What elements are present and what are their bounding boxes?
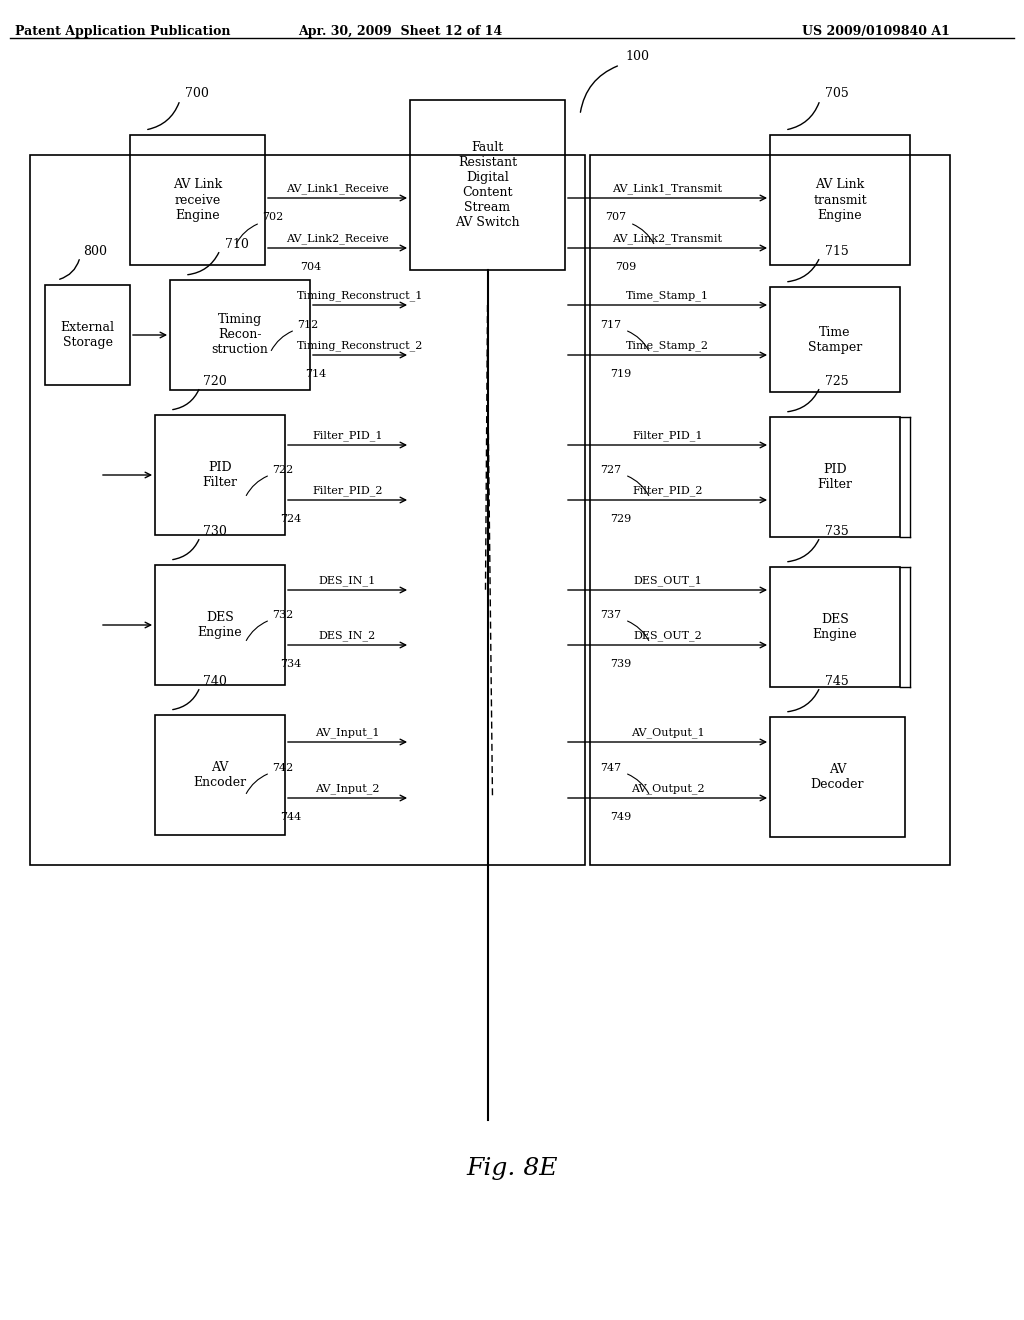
Text: Time_Stamp_1: Time_Stamp_1 <box>626 290 709 301</box>
Text: 702: 702 <box>262 213 284 222</box>
Text: 714: 714 <box>305 370 327 379</box>
Text: 722: 722 <box>272 465 293 475</box>
Text: 749: 749 <box>610 812 631 822</box>
Text: 735: 735 <box>825 525 849 539</box>
Text: AV_Output_1: AV_Output_1 <box>631 727 705 738</box>
Text: DES_IN_1: DES_IN_1 <box>318 576 376 586</box>
Text: Time_Stamp_2: Time_Stamp_2 <box>626 341 709 351</box>
FancyBboxPatch shape <box>770 286 900 392</box>
Text: 710: 710 <box>225 238 249 251</box>
FancyBboxPatch shape <box>770 417 900 537</box>
FancyBboxPatch shape <box>155 414 285 535</box>
Text: DES
Engine: DES Engine <box>813 612 857 642</box>
Text: 712: 712 <box>297 319 318 330</box>
Text: AV_Link2_Receive: AV_Link2_Receive <box>286 234 389 244</box>
Text: 717: 717 <box>600 319 622 330</box>
Text: Fault
Resistant
Digital
Content
Stream
AV Switch: Fault Resistant Digital Content Stream A… <box>456 141 520 228</box>
Text: 719: 719 <box>610 370 631 379</box>
Text: Patent Application Publication: Patent Application Publication <box>15 25 230 38</box>
Text: 740: 740 <box>203 675 227 688</box>
Text: AV_Output_2: AV_Output_2 <box>631 783 705 793</box>
Text: 724: 724 <box>280 513 301 524</box>
Text: 800: 800 <box>83 246 106 257</box>
Text: AV_Link2_Transmit: AV_Link2_Transmit <box>612 234 723 244</box>
Text: Filter_PID_1: Filter_PID_1 <box>312 430 383 441</box>
FancyBboxPatch shape <box>130 135 265 265</box>
Text: DES_IN_2: DES_IN_2 <box>318 630 376 640</box>
FancyBboxPatch shape <box>770 717 905 837</box>
Text: AV_Input_2: AV_Input_2 <box>315 783 380 793</box>
Text: 700: 700 <box>185 87 209 100</box>
Text: 730: 730 <box>203 525 227 539</box>
Text: 729: 729 <box>610 513 631 524</box>
Text: 705: 705 <box>825 87 849 100</box>
Text: 715: 715 <box>825 246 849 257</box>
Text: 704: 704 <box>300 261 322 272</box>
Text: 725: 725 <box>825 375 849 388</box>
Text: 727: 727 <box>600 465 622 475</box>
Text: Timing_Reconstruct_1: Timing_Reconstruct_1 <box>297 290 423 301</box>
FancyBboxPatch shape <box>45 285 130 385</box>
Text: AV
Decoder: AV Decoder <box>811 763 864 791</box>
Text: Filter_PID_2: Filter_PID_2 <box>312 484 383 496</box>
Text: US 2009/0109840 A1: US 2009/0109840 A1 <box>802 25 950 38</box>
Text: 732: 732 <box>272 610 293 620</box>
Text: 720: 720 <box>203 375 226 388</box>
Text: 100: 100 <box>625 50 649 63</box>
Text: 747: 747 <box>600 763 622 774</box>
FancyBboxPatch shape <box>770 568 900 686</box>
Text: 742: 742 <box>272 763 293 774</box>
Text: 709: 709 <box>615 261 636 272</box>
Text: Timing
Recon-
struction: Timing Recon- struction <box>212 313 268 356</box>
Text: AV_Link1_Transmit: AV_Link1_Transmit <box>612 183 723 194</box>
Text: Filter_PID_2: Filter_PID_2 <box>632 484 702 496</box>
Text: DES
Engine: DES Engine <box>198 611 243 639</box>
FancyBboxPatch shape <box>770 135 910 265</box>
Text: 739: 739 <box>610 659 631 669</box>
Text: AV Link
transmit
Engine: AV Link transmit Engine <box>813 178 866 222</box>
FancyBboxPatch shape <box>170 280 310 389</box>
Text: PID
Filter: PID Filter <box>203 461 238 488</box>
Text: 734: 734 <box>280 659 301 669</box>
Text: AV
Encoder: AV Encoder <box>194 762 247 789</box>
Text: DES_OUT_1: DES_OUT_1 <box>633 576 701 586</box>
Text: Time
Stamper: Time Stamper <box>808 326 862 354</box>
Text: AV_Link1_Receive: AV_Link1_Receive <box>286 183 389 194</box>
Text: 737: 737 <box>600 610 622 620</box>
Text: 744: 744 <box>280 812 301 822</box>
Text: 707: 707 <box>605 213 626 222</box>
Text: External
Storage: External Storage <box>60 321 115 348</box>
Text: Apr. 30, 2009  Sheet 12 of 14: Apr. 30, 2009 Sheet 12 of 14 <box>298 25 502 38</box>
FancyBboxPatch shape <box>155 565 285 685</box>
Text: Timing_Reconstruct_2: Timing_Reconstruct_2 <box>297 341 423 351</box>
Text: DES_OUT_2: DES_OUT_2 <box>633 630 701 640</box>
Text: 745: 745 <box>825 675 849 688</box>
FancyBboxPatch shape <box>155 715 285 836</box>
Text: Filter_PID_1: Filter_PID_1 <box>632 430 702 441</box>
Text: AV_Input_1: AV_Input_1 <box>315 727 380 738</box>
Text: PID
Filter: PID Filter <box>817 463 853 491</box>
FancyBboxPatch shape <box>410 100 565 271</box>
Text: AV Link
receive
Engine: AV Link receive Engine <box>173 178 222 222</box>
Text: Fig. 8E: Fig. 8E <box>466 1158 558 1180</box>
